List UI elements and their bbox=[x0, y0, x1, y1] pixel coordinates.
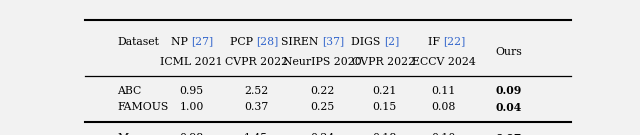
Text: 0.37: 0.37 bbox=[244, 102, 268, 112]
Text: 0.22: 0.22 bbox=[310, 86, 334, 96]
Text: 2.52: 2.52 bbox=[244, 86, 268, 96]
Text: 0.21: 0.21 bbox=[372, 86, 396, 96]
Text: ECCV 2024: ECCV 2024 bbox=[412, 58, 476, 68]
Text: CVPR 2022: CVPR 2022 bbox=[225, 58, 287, 68]
Text: 0.95: 0.95 bbox=[180, 86, 204, 96]
Text: Mean: Mean bbox=[117, 133, 148, 135]
Text: [27]: [27] bbox=[191, 37, 214, 47]
Text: 0.15: 0.15 bbox=[372, 102, 396, 112]
Text: 0.10: 0.10 bbox=[431, 133, 456, 135]
Text: 0.25: 0.25 bbox=[310, 102, 334, 112]
Text: 0.24: 0.24 bbox=[310, 133, 334, 135]
Text: Dataset: Dataset bbox=[117, 37, 159, 47]
Text: 0.11: 0.11 bbox=[431, 86, 456, 96]
Text: 0.04: 0.04 bbox=[496, 102, 522, 113]
Text: CVPR 2022: CVPR 2022 bbox=[353, 58, 415, 68]
Text: NP: NP bbox=[172, 37, 191, 47]
Text: IF: IF bbox=[428, 37, 444, 47]
Text: SIREN: SIREN bbox=[281, 37, 322, 47]
Text: 1.00: 1.00 bbox=[179, 102, 204, 112]
Text: 0.07: 0.07 bbox=[496, 133, 522, 135]
Text: ABC: ABC bbox=[117, 86, 141, 96]
Text: ICML 2021: ICML 2021 bbox=[160, 58, 223, 68]
Text: DIGS: DIGS bbox=[351, 37, 384, 47]
Text: FAMOUS: FAMOUS bbox=[117, 102, 168, 112]
Text: PCP: PCP bbox=[230, 37, 256, 47]
Text: 0.98: 0.98 bbox=[179, 133, 204, 135]
Text: 0.08: 0.08 bbox=[431, 102, 456, 112]
Text: 0.18: 0.18 bbox=[372, 133, 396, 135]
Text: 0.09: 0.09 bbox=[496, 85, 522, 96]
Text: [37]: [37] bbox=[322, 37, 344, 47]
Text: [22]: [22] bbox=[444, 37, 466, 47]
Text: [28]: [28] bbox=[256, 37, 278, 47]
Text: Ours: Ours bbox=[495, 47, 522, 57]
Text: [2]: [2] bbox=[384, 37, 399, 47]
Text: NeurIPS 2020: NeurIPS 2020 bbox=[283, 58, 362, 68]
Text: 1.45: 1.45 bbox=[244, 133, 268, 135]
